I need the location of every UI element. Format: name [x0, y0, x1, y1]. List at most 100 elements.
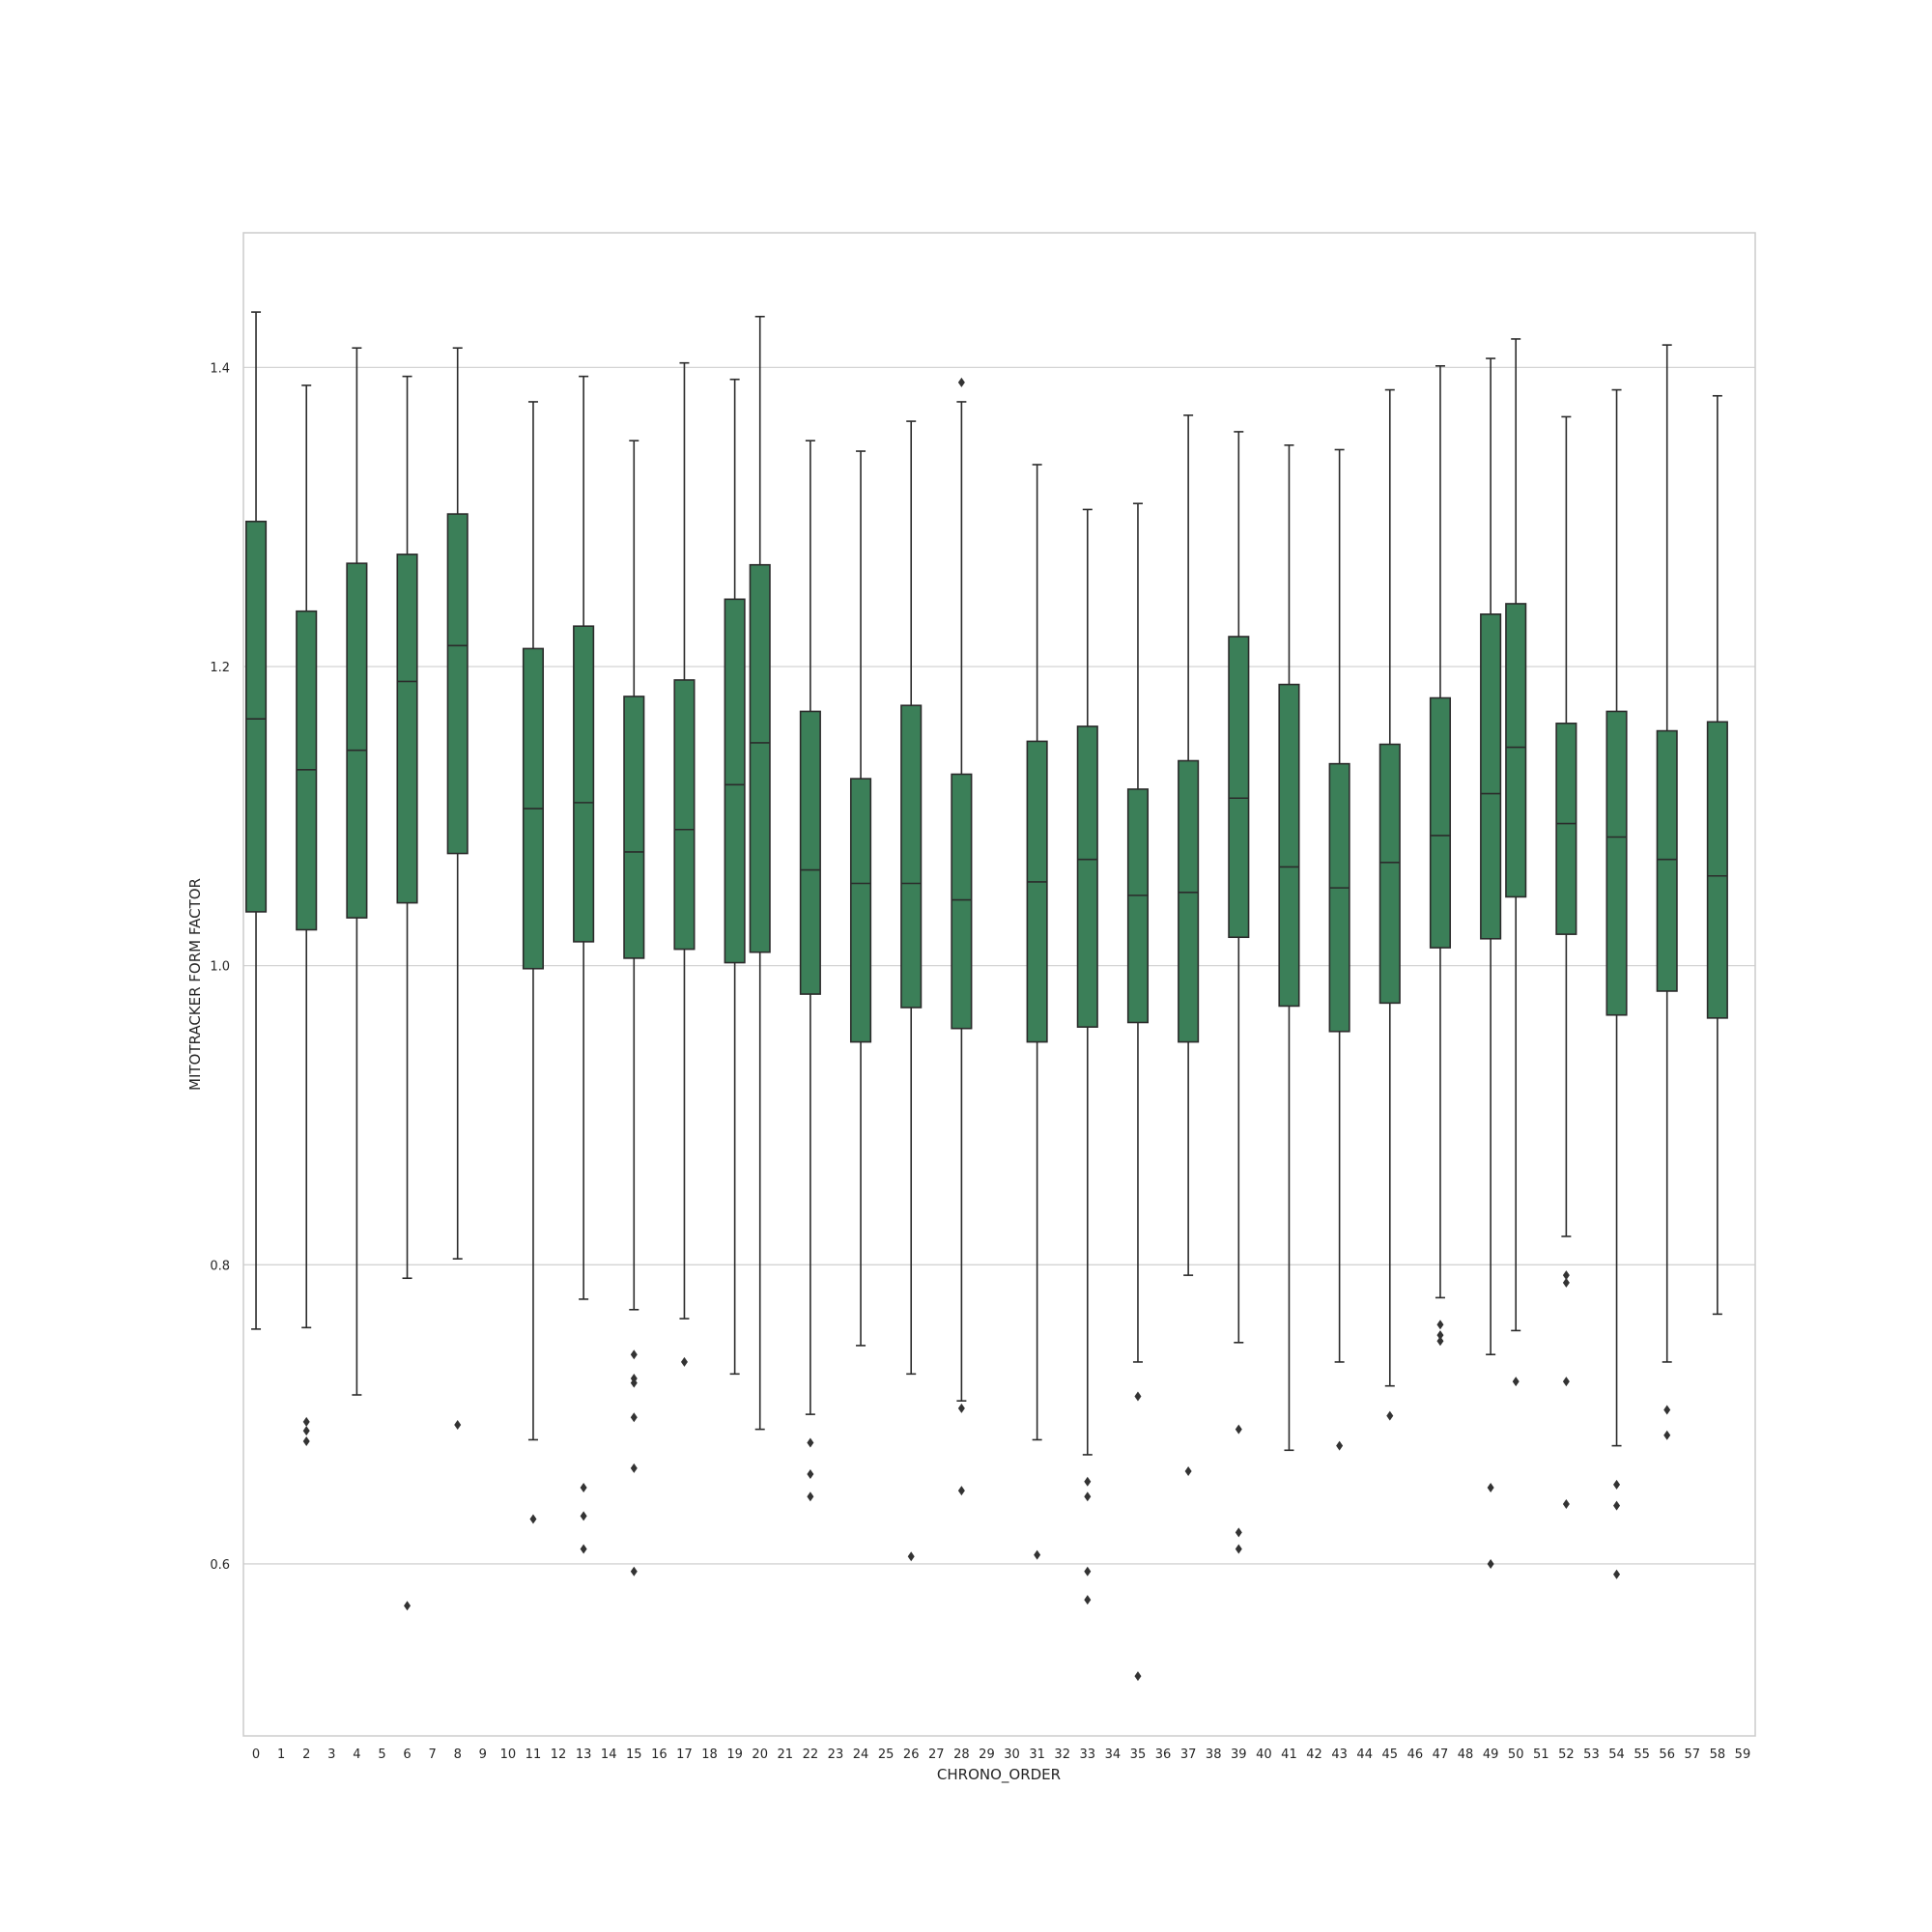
box-26 [900, 420, 923, 1562]
box-body [849, 778, 872, 1043]
x-tick-label: 17 [676, 1747, 693, 1762]
outlier-point [630, 1566, 638, 1577]
y-tick-label: 0.6 [210, 1558, 230, 1573]
grid-lines [243, 366, 1755, 1565]
x-tick-label: 54 [1608, 1747, 1625, 1762]
box-37 [1178, 414, 1200, 1476]
box-45 [1378, 388, 1401, 1421]
box-41 [1278, 444, 1300, 1452]
box-33 [1076, 508, 1098, 1605]
box-body [951, 773, 973, 1030]
box-47 [1429, 364, 1452, 1347]
box-39 [1228, 431, 1250, 1554]
box-56 [1656, 344, 1678, 1440]
outlier-point [907, 1551, 915, 1562]
y-axis-label: MITOTRACKER FORM FACTOR [186, 878, 204, 1091]
outlier-point [1235, 1527, 1242, 1538]
box-body [623, 696, 645, 959]
x-tick-label: 16 [651, 1747, 668, 1762]
y-tick-label: 0.8 [210, 1259, 230, 1273]
box-2 [296, 384, 318, 1446]
x-tick-labels: 0 1 2 3 4 5 6 7 8 9 10 11 12 13 14 15 16 17 18 19 20 21 22 23 24… [252, 1747, 1750, 1762]
x-tick-label: 52 [1558, 1747, 1575, 1762]
x-tick-label: 25 [878, 1747, 895, 1762]
x-tick-label: 30 [1004, 1747, 1020, 1762]
box-body [1076, 725, 1098, 1028]
x-tick-label: 2 [302, 1747, 310, 1762]
x-tick-label: 7 [428, 1747, 436, 1762]
outlier-point [1134, 1671, 1142, 1682]
outlier-point [1184, 1465, 1192, 1476]
x-tick-label: 59 [1735, 1747, 1751, 1762]
x-tick-label: 47 [1433, 1747, 1449, 1762]
x-tick-label: 5 [378, 1747, 385, 1762]
x-tick-label: 19 [726, 1747, 743, 1762]
x-tick-label: 15 [626, 1747, 642, 1762]
box-11 [522, 401, 545, 1524]
x-tick-label: 32 [1054, 1747, 1070, 1762]
outlier-point [957, 377, 965, 387]
outlier-point [680, 1356, 688, 1367]
x-tick-label: 21 [778, 1747, 794, 1762]
box-body [244, 521, 268, 913]
box-52 [1555, 415, 1577, 1510]
x-tick-label: 18 [701, 1747, 718, 1762]
x-tick-label: 14 [601, 1747, 617, 1762]
outlier-point [1084, 1492, 1092, 1502]
outlier-point [1562, 1270, 1570, 1281]
outlier-point [1436, 1336, 1444, 1347]
x-tick-label: 10 [500, 1747, 517, 1762]
outlier-point [302, 1426, 310, 1436]
box-31 [1026, 464, 1048, 1560]
outlier-point [957, 1486, 965, 1496]
outlier-point [1134, 1391, 1142, 1402]
outlier-point [1613, 1479, 1621, 1490]
box-54 [1605, 388, 1628, 1579]
x-tick-label: 6 [403, 1747, 411, 1762]
outlier-point [1512, 1377, 1520, 1387]
box-28 [951, 377, 973, 1496]
y-tick-labels: 0.6 0.8 1.0 1.2 1.4 [210, 361, 230, 1573]
x-tick-label: 20 [752, 1747, 768, 1762]
box-body [1126, 788, 1150, 1024]
box-body [346, 562, 368, 919]
box-body [799, 710, 821, 995]
x-tick-label: 43 [1331, 1747, 1348, 1762]
x-tick-label: 51 [1533, 1747, 1549, 1762]
outlier-point [302, 1435, 310, 1446]
x-tick-label: 0 [252, 1747, 260, 1762]
x-tick-label: 4 [353, 1747, 360, 1762]
x-tick-label: 49 [1483, 1747, 1499, 1762]
x-tick-label: 28 [953, 1747, 970, 1762]
x-tick-label: 57 [1685, 1747, 1701, 1762]
y-tick-label: 1.0 [210, 960, 230, 975]
outlier-point [454, 1419, 462, 1430]
boxes [244, 311, 1728, 1682]
box-body [1480, 613, 1502, 940]
y-tick-label: 1.2 [210, 661, 230, 675]
box-body [1178, 759, 1200, 1043]
x-tick-label: 40 [1256, 1747, 1272, 1762]
outlier-point [807, 1469, 814, 1480]
x-tick-label: 41 [1281, 1747, 1297, 1762]
box-body [900, 704, 923, 1009]
y-tick-label: 1.4 [210, 361, 230, 376]
box-body [1378, 743, 1401, 1005]
plot-frame [242, 232, 1756, 1737]
box-body [749, 563, 771, 953]
box-0 [244, 311, 268, 1330]
x-tick-label: 3 [327, 1747, 335, 1762]
outlier-point [957, 1403, 965, 1413]
box-body [1026, 740, 1048, 1043]
outlier-point [580, 1482, 587, 1492]
outlier-point [580, 1544, 587, 1554]
outlier-point [529, 1514, 537, 1524]
x-tick-label: 27 [928, 1747, 945, 1762]
outlier-point [1235, 1544, 1242, 1554]
x-tick-label: 56 [1659, 1747, 1675, 1762]
box-body [1328, 762, 1350, 1033]
x-tick-label: 12 [551, 1747, 567, 1762]
x-tick-label: 39 [1231, 1747, 1247, 1762]
box-35 [1126, 502, 1150, 1682]
outlier-point [630, 1463, 638, 1473]
